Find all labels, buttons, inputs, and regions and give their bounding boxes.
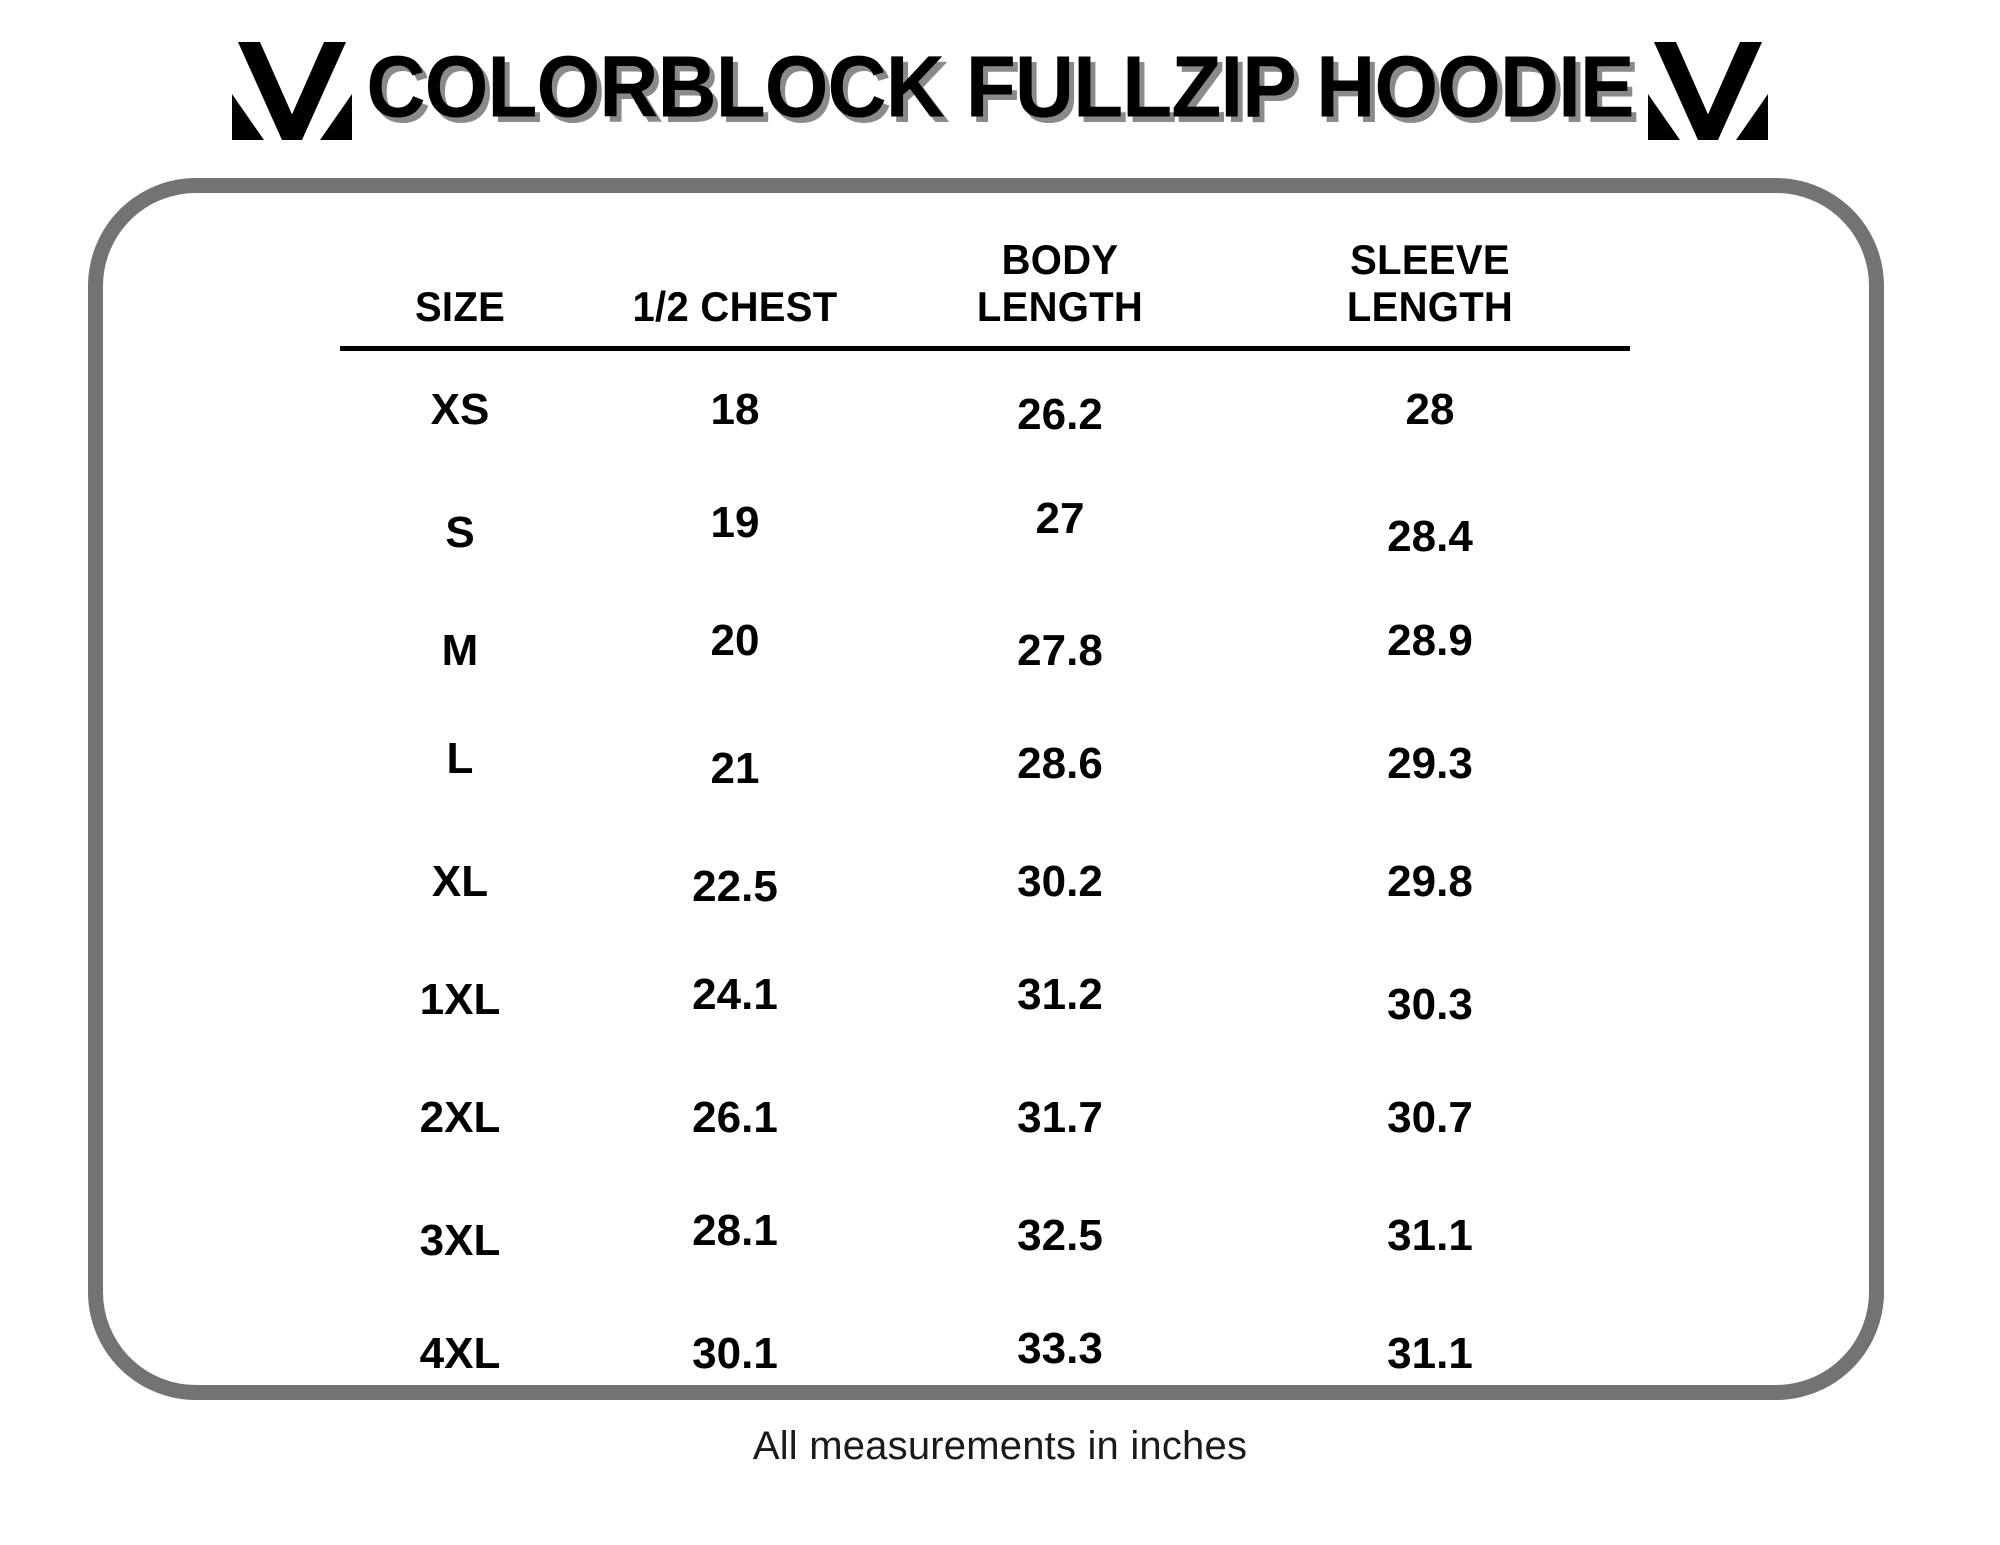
column-header-half-chest-line-1: 1/2 CHEST [632,284,838,331]
cell-body-length: 31.7 [1017,1092,1103,1142]
column-header-body-length-line-2: LENGTH [976,284,1144,331]
cell-sleeve-length: 29.8 [1387,856,1473,906]
cell-half-chest: 30.1 [692,1328,778,1378]
cell-body-length: 27.8 [1017,625,1103,675]
cell-size: 1XL [419,974,501,1024]
cell-sleeve-length: 28.4 [1387,511,1473,561]
cell-half-chest: 26.1 [692,1092,778,1142]
table-row: M 20 27.8 28.9 [340,587,1630,705]
cell-size: 3XL [419,1215,501,1265]
cell-body-length: 33.3 [1017,1323,1103,1373]
column-header-body-length-line-1: BODY [1001,237,1119,284]
column-header-sleeve-length: SLEEVE LENGTH [1230,238,1630,350]
cell-half-chest: 20 [710,615,760,665]
measurement-units-note: All measurements in inches [752,1424,1248,1468]
size-table-container: SIZE 1/2 CHEST BODY LENGTH SLEEVE LENGTH… [340,238,1680,1413]
header-row: SIZE 1/2 CHEST BODY LENGTH SLEEVE LENGTH [340,238,1630,350]
cell-size: XL [431,856,489,906]
cell-body-length: 30.2 [1017,856,1103,906]
column-header-body-length: BODY LENGTH [890,238,1230,350]
table-row: S 19 27 28.4 [340,469,1630,587]
cell-sleeve-length: 28 [1405,384,1455,434]
cell-half-chest: 19 [710,497,760,547]
cell-sleeve-length: 30.3 [1387,979,1473,1029]
table-row: XL 22.5 30.2 29.8 [340,823,1630,941]
cell-size: L [446,733,474,783]
column-header-sleeve-length-line-2: LENGTH [1346,284,1514,331]
column-header-sleeve-length-line-1: SLEEVE [1350,237,1510,284]
cell-body-length: 28.6 [1017,738,1103,788]
cell-size: XS [430,384,490,434]
cell-size: S [445,507,475,557]
cell-body-length: 26.2 [1017,389,1103,439]
table-body: XS 18 26.2 28 S 19 27 28.4 M 20 27.8 28.… [340,348,1630,1413]
table-row: 2XL 26.1 31.7 30.7 [340,1059,1630,1177]
table-row: L 21 28.6 29.3 [340,705,1630,823]
brand-m-logo-icon-left [224,36,360,140]
cell-body-length: 27 [1035,493,1085,543]
cell-sleeve-length: 31.1 [1387,1328,1473,1378]
cell-sleeve-length: 31.1 [1387,1210,1473,1260]
cell-half-chest: 22.5 [692,861,778,911]
cell-half-chest: 21 [710,743,760,793]
table-row: 1XL 24.1 31.2 30.3 [340,941,1630,1059]
cell-sleeve-length: 28.9 [1387,615,1473,665]
brand-m-logo-icon-right [1640,36,1776,140]
cell-body-length: 32.5 [1017,1210,1103,1260]
size-table: SIZE 1/2 CHEST BODY LENGTH SLEEVE LENGTH… [340,238,1630,1413]
cell-sleeve-length: 30.7 [1387,1092,1473,1142]
chart-frame [88,178,1884,1400]
cell-sleeve-length: 29.3 [1387,738,1473,788]
column-header-half-chest: 1/2 CHEST [580,238,890,350]
cell-size: 4XL [419,1328,501,1378]
column-header-size: SIZE [340,238,580,350]
title-row: COLORBLOCK FULLZIP HOODIE [0,28,2000,148]
cell-size: M [441,625,479,675]
cell-half-chest: 24.1 [692,969,778,1019]
column-header-size-line-1: SIZE [414,284,506,331]
cell-half-chest: 18 [710,384,760,434]
cell-size: 2XL [419,1092,501,1142]
table-header: SIZE 1/2 CHEST BODY LENGTH SLEEVE LENGTH [340,238,1630,350]
table-row: 3XL 28.1 32.5 31.1 [340,1177,1630,1295]
table-row: XS 18 26.2 28 [340,348,1630,469]
cell-half-chest: 28.1 [692,1205,778,1255]
page-title: COLORBLOCK FULLZIP HOODIE [366,39,1634,136]
cell-body-length: 31.2 [1017,969,1103,1019]
table-row: 4XL 30.1 33.3 31.1 [340,1295,1630,1413]
